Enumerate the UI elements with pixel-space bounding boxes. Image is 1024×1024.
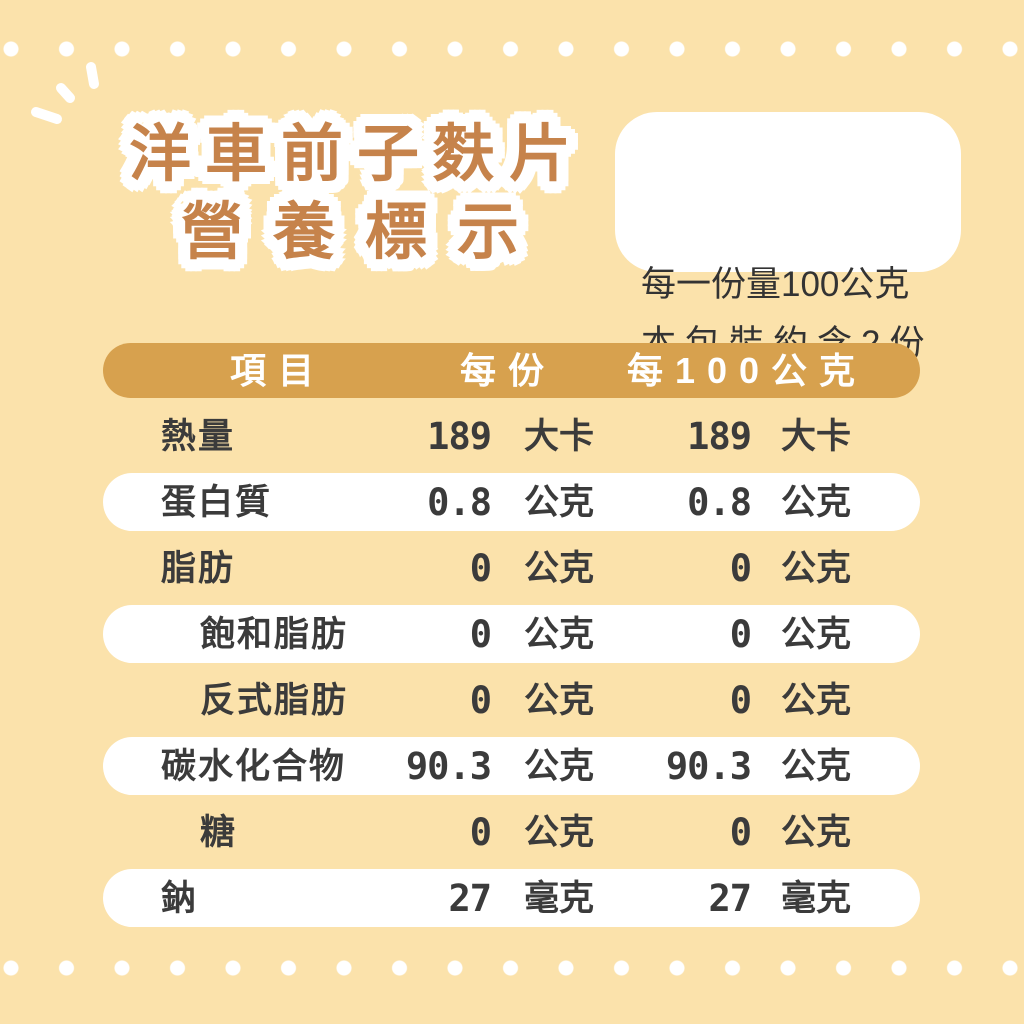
- row-value-per-serving: 0: [469, 613, 492, 656]
- row-unit-per-serving: 公克: [524, 549, 595, 588]
- row-value-per-100g: 0: [729, 679, 752, 722]
- table-row-trans-fat: 反式脂肪 0 公克 0 公克: [103, 671, 920, 729]
- row-unit-per-serving: 公克: [524, 681, 595, 720]
- row-value-per-serving: 0: [469, 679, 492, 722]
- column-header-per-100g: 每100公克: [626, 350, 868, 391]
- row-unit-per-100g: 公克: [781, 549, 852, 588]
- row-unit-per-100g: 公克: [781, 681, 852, 720]
- row-value-per-100g: 90.3: [665, 745, 752, 788]
- row-label: 碳水化合物: [161, 747, 347, 786]
- row-value-per-serving: 0: [469, 547, 492, 590]
- table-row-sugar: 糖 0 公克 0 公克: [103, 803, 920, 861]
- row-value-per-100g: 27: [708, 877, 752, 920]
- row-unit-per-100g: 公克: [781, 615, 852, 654]
- row-label: 鈉: [161, 879, 199, 918]
- table-row-fat: 脂肪 0 公克 0 公克: [103, 539, 920, 597]
- row-unit-per-serving: 大卡: [524, 417, 595, 456]
- dotted-border-top: [3, 41, 1024, 57]
- row-value-per-serving: 0.8: [427, 481, 492, 524]
- row-label: 糖: [200, 813, 238, 852]
- column-header-item: 項目: [229, 350, 327, 391]
- table-row-calories: 熱量 189 大卡 189 大卡: [103, 407, 920, 465]
- table-header-bar: 項目 每份 每100公克: [103, 343, 920, 398]
- row-value-per-100g: 189: [687, 415, 752, 458]
- serving-size-text: 每一份量100公克: [641, 265, 910, 304]
- row-label: 反式脂肪: [200, 681, 349, 720]
- row-label: 蛋白質: [161, 483, 273, 522]
- row-value-per-serving: 90.3: [405, 745, 492, 788]
- row-label: 脂肪: [161, 549, 236, 588]
- table-row-sodium: 鈉 27 毫克 27 毫克: [103, 869, 920, 927]
- row-unit-per-100g: 大卡: [781, 417, 852, 456]
- row-value-per-serving: 27: [448, 877, 492, 920]
- row-unit-per-100g: 公克: [781, 813, 852, 852]
- row-unit-per-serving: 公克: [524, 747, 595, 786]
- page-title-line2: 營養標示: [180, 198, 549, 267]
- table-row-saturated-fat: 飽和脂肪 0 公克 0 公克: [103, 605, 920, 663]
- serving-info-box: 每一份量100公克 本包裝約含2份: [615, 112, 961, 363]
- row-unit-per-serving: 公克: [524, 813, 595, 852]
- row-value-per-100g: 0: [729, 613, 752, 656]
- row-unit-per-100g: 公克: [781, 747, 852, 786]
- row-unit-per-serving: 公克: [524, 483, 595, 522]
- column-header-serving: 每份: [459, 350, 557, 391]
- table-row-protein: 蛋白質 0.8 公克 0.8 公克: [103, 473, 920, 531]
- row-value-per-100g: 0.8: [687, 481, 752, 524]
- row-label: 熱量: [161, 417, 236, 456]
- row-value-per-100g: 0: [729, 547, 752, 590]
- row-unit-per-serving: 毫克: [524, 879, 595, 918]
- page-title: 洋車前子麩片 營養標示: [70, 116, 630, 272]
- dotted-border-bottom: [3, 960, 1024, 976]
- row-unit-per-serving: 公克: [524, 615, 595, 654]
- table-row-carbohydrate: 碳水化合物 90.3 公克 90.3 公克: [103, 737, 920, 795]
- row-unit-per-100g: 公克: [781, 483, 852, 522]
- row-value-per-serving: 189: [427, 415, 492, 458]
- row-label: 飽和脂肪: [200, 615, 349, 654]
- row-value-per-serving: 0: [469, 811, 492, 854]
- row-value-per-100g: 0: [729, 811, 752, 854]
- row-unit-per-100g: 毫克: [781, 879, 852, 918]
- nutrition-table: 熱量 189 大卡 189 大卡 蛋白質 0.8 公克 0.8 公克 脂肪 0 …: [103, 407, 920, 935]
- page-title-line1: 洋車前子麩片: [128, 120, 585, 189]
- sparkle-icon: [31, 62, 99, 124]
